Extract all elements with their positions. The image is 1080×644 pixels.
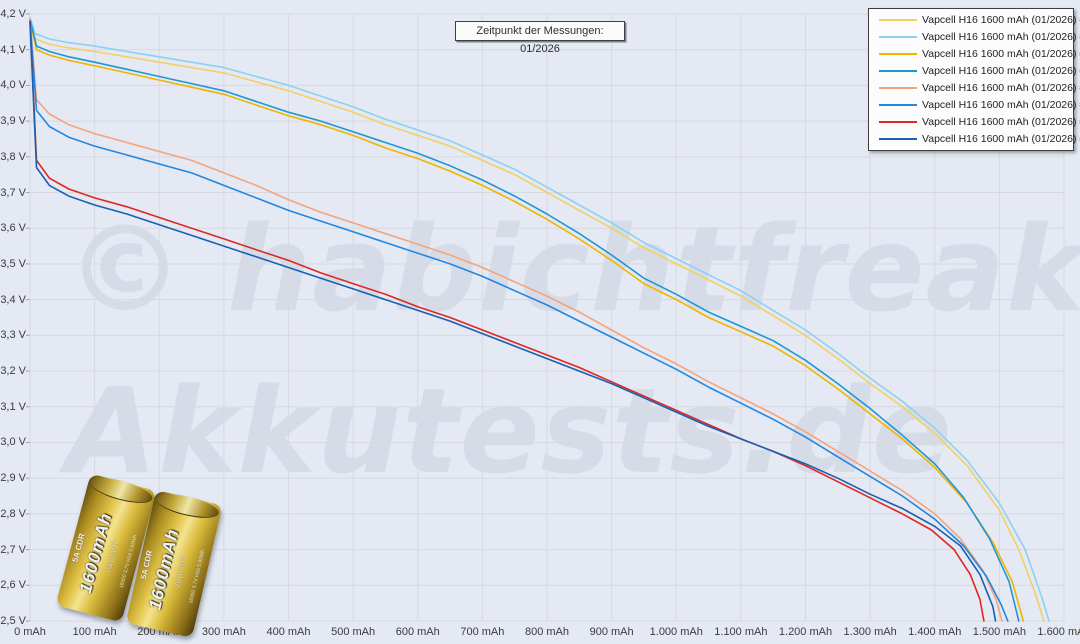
legend-line-sample [879, 53, 917, 56]
x-tick-label: 1.600 mAh [1037, 626, 1080, 638]
y-tick-label: 3,7 V [0, 186, 26, 199]
legend: Vapcell H16 1600 mAh (01/2026) #1 @ 0,1A… [868, 8, 1080, 151]
legend-item: Vapcell H16 1600 mAh (01/2026) #2 @ 0,5A [879, 64, 1080, 79]
y-tick-label: 3,0 V [0, 436, 26, 449]
legend-item: Vapcell H16 1600 mAh (01/2026) #1 @ 0,1A [879, 13, 1080, 28]
y-tick-label: 3,8 V [0, 150, 26, 163]
y-tick-label: 2,6 V [0, 579, 26, 592]
battery-brand-label: Vapcell [172, 555, 189, 590]
y-tick-label: 4,1 V [0, 43, 26, 56]
legend-line-sample [879, 19, 917, 22]
x-tick-label: 300 mAh [201, 626, 246, 638]
series-curve [29, 16, 1050, 622]
legend-label: Vapcell H16 1600 mAh (01/2026) #1 @ 2,5A [922, 81, 1080, 94]
y-tick-label: 3,3 V [0, 329, 26, 342]
y-tick-label: 3,6 V [0, 222, 26, 235]
y-tick-label: 3,9 V [0, 115, 26, 128]
y-tick-label: 2,5 V [0, 615, 26, 627]
legend-line-sample [879, 86, 917, 89]
legend-line-sample [879, 137, 917, 140]
legend-line-sample [879, 70, 917, 73]
legend-label: Vapcell H16 1600 mAh (01/2026) #1 @ 0,1A [922, 14, 1080, 27]
legend-line-sample [879, 36, 917, 39]
y-tick-label: 3,4 V [0, 293, 26, 306]
x-tick-label: 1.100 mAh [714, 626, 768, 638]
y-tick-label: 2,9 V [0, 472, 26, 485]
legend-item: Vapcell H16 1600 mAh (01/2026) #1 @ 2,5A [879, 80, 1080, 95]
legend-item: Vapcell H16 1600 mAh (01/2026) #1 @ 5A [879, 114, 1080, 129]
x-tick-label: 1.500 mAh [972, 626, 1026, 638]
y-tick-label: 4,0 V [0, 79, 26, 92]
x-tick-label: 100 mAh [72, 626, 117, 638]
legend-item: Vapcell H16 1600 mAh (01/2026) #2 @ 2,5A [879, 97, 1080, 112]
series-curve [29, 18, 1020, 622]
y-tick-label: 4,2 V [0, 8, 26, 20]
x-tick-label: 0 mAh [14, 626, 46, 638]
x-tick-label: 400 mAh [266, 626, 311, 638]
series-curve [29, 18, 1003, 622]
y-tick-label: 3,5 V [0, 257, 26, 270]
legend-item: Vapcell H16 1600 mAh (01/2026) #2 @ 0,1A [879, 30, 1080, 45]
legend-label: Vapcell H16 1600 mAh (01/2026) #2 @ 0,5A [922, 65, 1080, 78]
x-tick-label: 1.400 mAh [908, 626, 962, 638]
x-tick-label: 600 mAh [395, 626, 440, 638]
battery-specs-label: 18350 3,7V H16 5,92Wh [188, 549, 207, 604]
y-tick-label: 2,7 V [0, 543, 26, 556]
series-curve [29, 22, 997, 622]
x-tick-label: 900 mAh [589, 626, 634, 638]
y-tick-label: 2,8 V [0, 507, 26, 520]
x-tick-label: 1.000 mAh [649, 626, 703, 638]
legend-label: Vapcell H16 1600 mAh (01/2026) #2 @ 0,1A [922, 31, 1080, 44]
legend-line-sample [879, 103, 917, 106]
series-curve [29, 18, 1045, 622]
legend-item: Vapcell H16 1600 mAh (01/2026) #2 @ 5A [879, 131, 1080, 146]
battery-photo: 5A CDR 1600mAh Vapcell 18350 3,7V H16 5,… [55, 473, 234, 638]
legend-line-sample [879, 120, 917, 123]
y-tick-label: 3,1 V [0, 400, 26, 413]
series-curve [29, 20, 985, 622]
x-tick-label: 1.300 mAh [843, 626, 897, 638]
legend-label: Vapcell H16 1600 mAh (01/2026) #1 @ 5A [922, 115, 1080, 128]
series-curve [29, 20, 1025, 622]
series-curve [29, 20, 1009, 622]
x-tick-label: 1.200 mAh [778, 626, 833, 638]
legend-item: Vapcell H16 1600 mAh (01/2026) #1 @ 0,5A [879, 47, 1080, 62]
x-tick-label: 700 mAh [460, 626, 505, 638]
measurement-date-annotation: Zeitpunkt der Messungen: 01/2026 [455, 21, 625, 55]
x-tick-label: 500 mAh [331, 626, 376, 638]
legend-label: Vapcell H16 1600 mAh (01/2026) #2 @ 2,5A [922, 98, 1080, 111]
legend-label: Vapcell H16 1600 mAh (01/2026) #1 @ 0,5A [922, 48, 1080, 61]
x-tick-label: 800 mAh [524, 626, 570, 638]
y-tick-label: 3,2 V [0, 365, 26, 378]
legend-label: Vapcell H16 1600 mAh (01/2026) #2 @ 5A [922, 132, 1080, 145]
